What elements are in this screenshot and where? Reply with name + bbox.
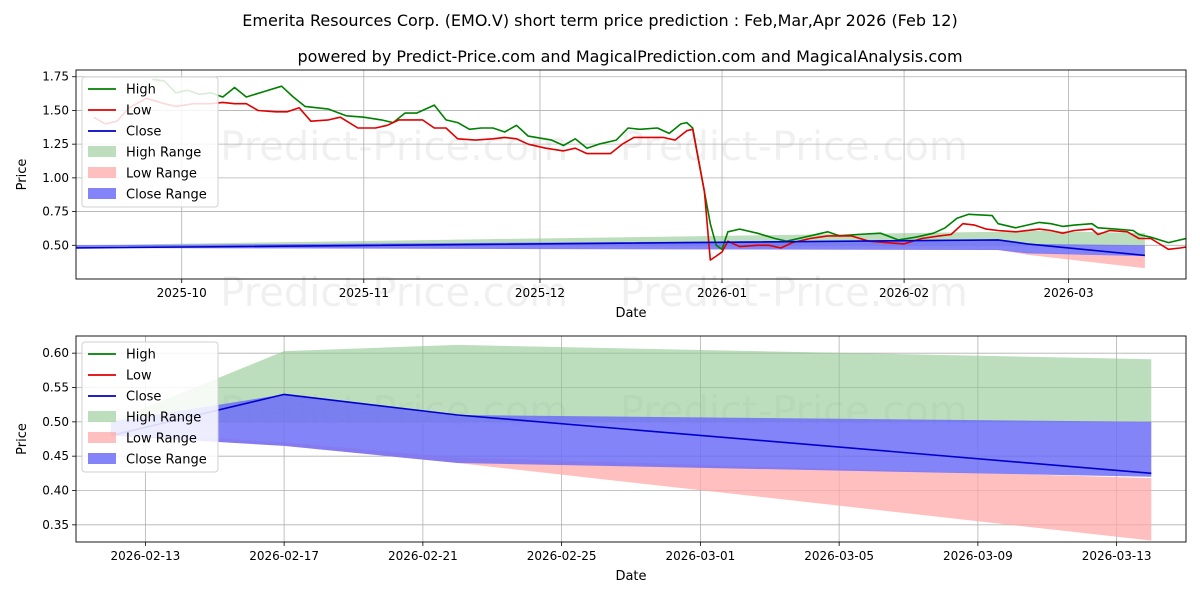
- watermark: Predict-Price.com Predict-Price.com Predic…: [220, 124, 968, 316]
- chart-title: Emerita Resources Corp. (EMO.V) short te…: [242, 11, 957, 30]
- close-range-area: [110, 394, 1152, 477]
- x-tick-label: 2026-02-17: [249, 549, 319, 563]
- legend-item-close: Close: [88, 390, 161, 405]
- close-range-area: [76, 239, 1145, 257]
- legend-swatch: [88, 188, 116, 199]
- x-tick-label: 2026-03-01: [666, 549, 736, 563]
- high-line: [152, 78, 1186, 251]
- x-tick-label: 2026-02-21: [388, 549, 458, 563]
- low-line: [93, 97, 1186, 261]
- axes-frame: [75, 335, 1187, 543]
- watermark-text: Predict-Price.com: [620, 124, 968, 170]
- legend-swatch: [88, 146, 116, 157]
- y-tick-label: 1.00: [42, 171, 69, 185]
- legend-item-high: High: [88, 83, 156, 98]
- y-tick-label: 0.35: [42, 518, 69, 532]
- y-tick-label: 1.25: [42, 137, 69, 151]
- watermark-text: Predict-Price.com: [620, 270, 968, 316]
- legend-label: Low: [126, 104, 152, 119]
- y-tick-label: 1.50: [42, 103, 69, 117]
- legend-label: Close: [126, 125, 161, 140]
- y-axis-label: Price: [15, 423, 30, 455]
- low-range-area: [110, 432, 1152, 541]
- legend-swatch: [88, 453, 116, 464]
- chart-panel-1: Predict-Price.com Predict-Price.com Predic…: [15, 69, 1187, 321]
- legend: High Low Close High Range Low Range Close Ran…: [81, 341, 219, 473]
- y-tick-label: 1.75: [42, 70, 69, 84]
- legend-item-high: High: [88, 348, 156, 363]
- legend-label: Low Range: [126, 167, 197, 182]
- x-tick-label: 2026-02: [879, 286, 929, 300]
- legend-item-close-range: Close Range: [88, 188, 207, 203]
- y-tick-label: 0.75: [42, 205, 69, 219]
- plot-area: [76, 78, 1186, 269]
- low-range-area: [76, 248, 1145, 269]
- y-tick-label: 0.45: [42, 449, 69, 463]
- y-tick-label: 0.55: [42, 381, 69, 395]
- legend-item-low: Low: [88, 104, 152, 119]
- watermark-text: Predict-Price.com: [220, 270, 568, 316]
- legend-item-low: Low: [88, 369, 152, 384]
- y-tick-label: 0.50: [42, 415, 69, 429]
- axes-frame: [75, 69, 1187, 280]
- legend-label: High: [126, 83, 156, 98]
- legend-label: Close Range: [126, 453, 207, 468]
- legend-swatch: [88, 411, 116, 422]
- legend-label: Low: [126, 369, 152, 384]
- legend-item-close: Close: [88, 125, 161, 140]
- y-axis-label: Price: [15, 159, 30, 191]
- legend-label: Close: [126, 390, 161, 405]
- legend-item-high-range: High Range: [88, 411, 201, 426]
- watermark-text: Predict-Price.com: [220, 124, 568, 170]
- y-tick-label: 0.50: [42, 238, 69, 252]
- x-tick-label: 2026-02-25: [527, 549, 597, 563]
- close-line: [76, 239, 1145, 257]
- legend-item-low-range: Low Range: [88, 167, 197, 182]
- legend-label: Low Range: [126, 432, 197, 447]
- chart-panel-2: Predict-Price.comPredict-Price.com2026-0…: [15, 335, 1187, 584]
- legend-swatch: [88, 432, 116, 443]
- legend-item-close-range: Close Range: [88, 453, 207, 468]
- legend-item-low-range: Low Range: [88, 432, 197, 447]
- y-tick-label: 0.40: [42, 484, 69, 498]
- legend-swatch: [88, 167, 116, 178]
- x-tick-label: 2026-03-05: [804, 549, 874, 563]
- chart-subtitle: powered by Predict-Price.com and Magical…: [297, 47, 962, 66]
- legend-label: High Range: [126, 411, 201, 426]
- x-tick-label: 2026-03: [1043, 286, 1093, 300]
- x-tick-label: 2026-03-09: [943, 549, 1013, 563]
- x-axis-label: Date: [615, 569, 646, 584]
- legend-item-high-range: High Range: [88, 146, 201, 161]
- legend-label: High: [126, 348, 156, 363]
- x-tick-label: 2025-12: [515, 286, 565, 300]
- high-range-area: [110, 344, 1152, 422]
- x-tick-label: 2026-02-13: [111, 549, 181, 563]
- x-tick-label: 2025-10: [157, 286, 207, 300]
- legend: High Low Close High Range Low Range Close Ran…: [81, 76, 219, 208]
- x-axis-label: Date: [615, 306, 646, 321]
- x-tick-label: 2026-03-13: [1082, 549, 1152, 563]
- legend-label: Close Range: [126, 188, 207, 203]
- y-tick-label: 0.60: [42, 346, 69, 360]
- x-tick-label: 2025-11: [339, 286, 389, 300]
- legend-label: High Range: [126, 146, 201, 161]
- plot-area: [110, 344, 1152, 541]
- x-tick-label: 2026-01: [697, 286, 747, 300]
